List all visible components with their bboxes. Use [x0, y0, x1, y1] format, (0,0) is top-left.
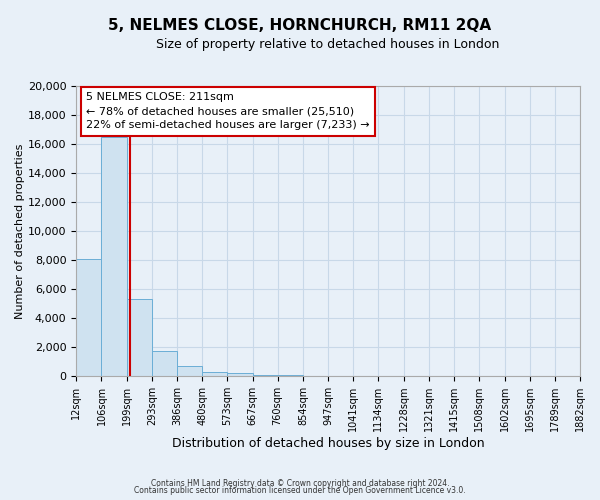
Bar — [253, 375, 278, 376]
Y-axis label: Number of detached properties: Number of detached properties — [15, 144, 25, 319]
Bar — [101, 137, 127, 376]
Bar — [202, 372, 227, 376]
Bar — [152, 351, 177, 376]
X-axis label: Distribution of detached houses by size in London: Distribution of detached houses by size … — [172, 437, 484, 450]
Text: 5, NELMES CLOSE, HORNCHURCH, RM11 2QA: 5, NELMES CLOSE, HORNCHURCH, RM11 2QA — [109, 18, 491, 32]
Text: Contains public sector information licensed under the Open Government Licence v3: Contains public sector information licen… — [134, 486, 466, 495]
Bar — [127, 300, 152, 376]
Text: Contains HM Land Registry data © Crown copyright and database right 2024.: Contains HM Land Registry data © Crown c… — [151, 478, 449, 488]
Bar — [227, 374, 253, 376]
Text: 5 NELMES CLOSE: 211sqm
← 78% of detached houses are smaller (25,510)
22% of semi: 5 NELMES CLOSE: 211sqm ← 78% of detached… — [86, 92, 370, 130]
Bar — [177, 366, 202, 376]
Bar — [76, 259, 101, 376]
Title: Size of property relative to detached houses in London: Size of property relative to detached ho… — [157, 38, 500, 51]
